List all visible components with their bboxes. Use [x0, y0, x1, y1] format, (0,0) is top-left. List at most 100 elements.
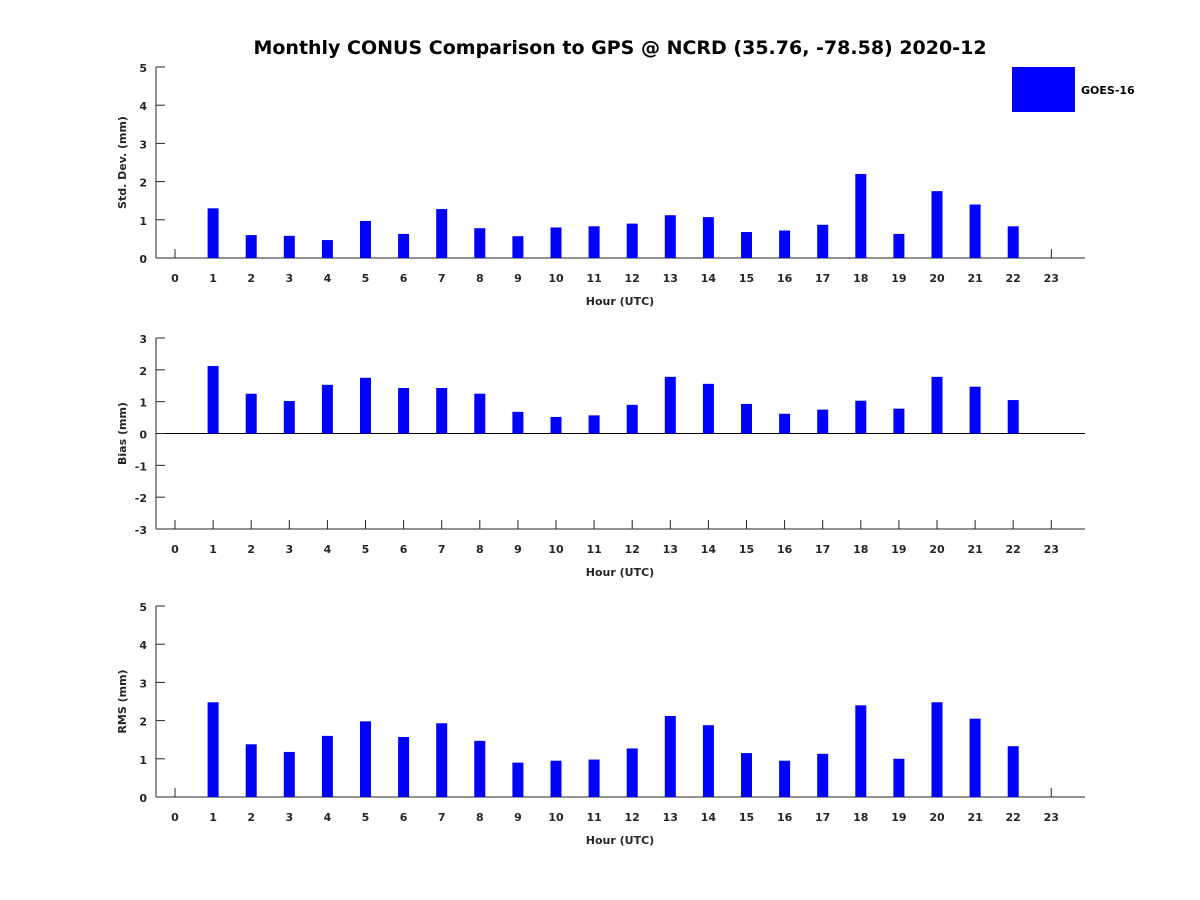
x-tick-label: 6 — [400, 272, 408, 285]
bar-hour-2 — [245, 393, 257, 434]
x-tick-label: 22 — [1006, 543, 1021, 556]
bar-hour-18 — [855, 400, 867, 434]
bar-hour-15 — [741, 753, 752, 797]
bar-hour-21 — [969, 386, 981, 434]
x-tick-label: 16 — [777, 811, 793, 824]
bar-hour-2 — [245, 235, 257, 258]
bar-hour-14 — [702, 383, 714, 434]
y-axis-label: Bias (mm) — [116, 402, 129, 465]
x-tick-label: 8 — [476, 272, 484, 285]
x-tick-label: 6 — [400, 811, 408, 824]
bar-hour-21 — [969, 718, 981, 797]
legend-swatch — [1012, 67, 1075, 112]
bar-hour-10 — [550, 227, 562, 258]
bar-hour-1 — [207, 366, 219, 434]
x-axis-label: Hour (UTC) — [586, 295, 654, 308]
y-tick-label: 3 — [139, 138, 147, 151]
x-tick-label: 19 — [891, 811, 906, 824]
x-tick-label: 3 — [285, 811, 293, 824]
y-tick-label: 4 — [139, 639, 147, 652]
x-tick-label: 22 — [1006, 272, 1021, 285]
bar-hour-19 — [893, 408, 905, 434]
x-tick-label: 9 — [514, 543, 522, 556]
x-tick-label: 4 — [324, 543, 332, 556]
bar-hour-16 — [779, 760, 791, 797]
x-tick-label: 8 — [476, 543, 484, 556]
x-tick-label: 21 — [967, 811, 982, 824]
bar-hour-16 — [779, 230, 791, 258]
x-tick-label: 13 — [663, 811, 678, 824]
x-tick-label: 5 — [362, 543, 370, 556]
bar-hour-6 — [398, 737, 410, 797]
y-tick-label: 0 — [139, 429, 147, 442]
x-tick-label: 6 — [400, 543, 408, 556]
bar-hour-12 — [626, 223, 638, 258]
bar-hour-7 — [436, 209, 448, 258]
bar-hour-5 — [360, 377, 371, 434]
bar-hour-20 — [931, 376, 943, 434]
x-tick-label: 23 — [1044, 543, 1059, 556]
bar-hour-5 — [360, 220, 371, 258]
y-tick-label: 0 — [139, 792, 147, 805]
x-tick-label: 19 — [891, 272, 906, 285]
legend-label: GOES-16 — [1081, 84, 1135, 97]
x-tick-label: 1 — [209, 543, 217, 556]
x-tick-label: 10 — [548, 811, 564, 824]
y-tick-label: 2 — [139, 365, 147, 378]
bar-hour-13 — [664, 215, 676, 258]
x-tick-label: 0 — [171, 272, 179, 285]
legend: GOES-16 — [1012, 67, 1135, 112]
y-tick-label: 4 — [139, 100, 147, 113]
y-tick-label: 3 — [139, 677, 147, 690]
x-tick-label: 17 — [815, 811, 830, 824]
bar-hour-22 — [1007, 226, 1019, 258]
bar-hour-8 — [474, 393, 486, 434]
bar-hour-17 — [817, 409, 829, 434]
x-tick-label: 22 — [1006, 811, 1021, 824]
bar-hour-11 — [588, 226, 600, 258]
x-tick-label: 11 — [586, 272, 601, 285]
x-tick-label: 20 — [929, 272, 945, 285]
x-tick-label: 12 — [625, 811, 640, 824]
y-tick-label: 1 — [139, 397, 147, 410]
bar-hour-15 — [741, 232, 752, 258]
x-tick-label: 15 — [739, 543, 754, 556]
x-tick-label: 23 — [1044, 272, 1059, 285]
y-axis-label: Std. Dev. (mm) — [116, 116, 129, 209]
x-tick-label: 11 — [586, 811, 601, 824]
bar-hour-3 — [283, 235, 295, 258]
x-tick-label: 20 — [929, 811, 945, 824]
x-tick-label: 3 — [285, 543, 293, 556]
bar-hour-19 — [893, 233, 905, 258]
bar-hour-1 — [207, 208, 219, 258]
x-tick-label: 4 — [324, 272, 332, 285]
x-tick-label: 12 — [625, 543, 640, 556]
bar-hour-13 — [664, 376, 676, 434]
bar-hour-12 — [626, 404, 638, 434]
bar-hour-20 — [931, 191, 943, 258]
bar-hour-6 — [398, 387, 410, 434]
bar-hour-18 — [855, 173, 867, 258]
x-tick-label: 7 — [438, 811, 446, 824]
bar-hour-2 — [245, 744, 257, 797]
bar-hour-14 — [702, 725, 714, 797]
x-tick-label: 13 — [663, 272, 678, 285]
x-tick-label: 9 — [514, 272, 522, 285]
y-axis-label: RMS (mm) — [116, 669, 129, 733]
x-tick-label: 15 — [739, 272, 754, 285]
bar-hour-22 — [1007, 400, 1019, 434]
x-tick-label: 14 — [701, 543, 717, 556]
bar-hour-19 — [893, 758, 905, 797]
x-tick-label: 21 — [967, 272, 982, 285]
bar-hour-8 — [474, 740, 486, 797]
x-tick-label: 16 — [777, 543, 793, 556]
bar-hour-3 — [283, 751, 295, 797]
bar-hour-12 — [626, 748, 638, 797]
bar-hour-7 — [436, 387, 448, 434]
x-tick-label: 17 — [815, 543, 830, 556]
bar-hour-10 — [550, 416, 562, 434]
y-tick-label: -3 — [135, 524, 147, 537]
